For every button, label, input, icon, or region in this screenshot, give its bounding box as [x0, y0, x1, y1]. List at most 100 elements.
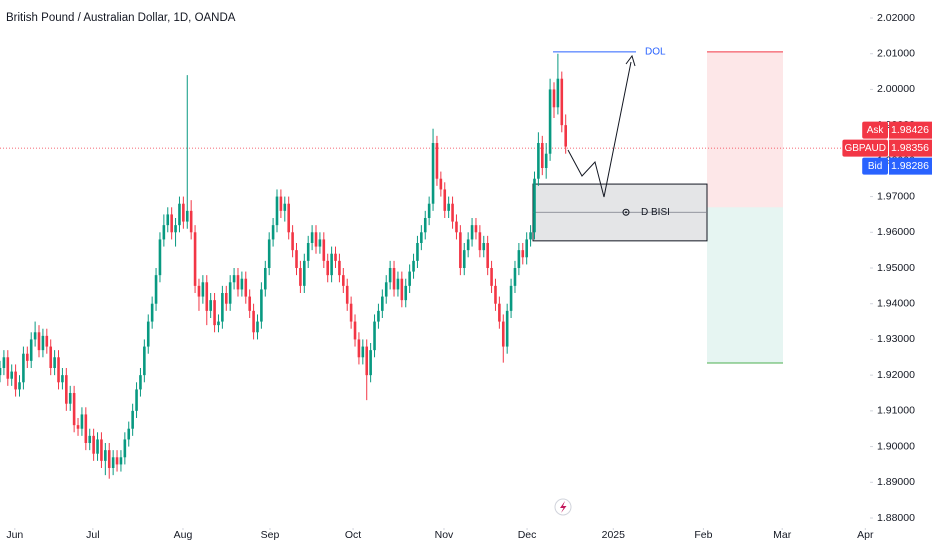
app-logo	[554, 498, 572, 516]
price-tag	[842, 139, 888, 157]
candle-body	[439, 178, 443, 190]
price-box	[889, 139, 932, 157]
price-value: 1.98426	[891, 124, 929, 136]
target-zone	[707, 207, 783, 363]
zone-marker-dot	[625, 211, 627, 214]
candle-body	[205, 282, 209, 311]
candle-body	[0, 368, 2, 376]
candle-body	[100, 439, 103, 461]
logo-bolt	[560, 501, 567, 513]
candle-body	[556, 78, 560, 108]
candle-body	[392, 268, 396, 290]
candle-body	[459, 232, 462, 268]
candle-body	[61, 375, 64, 383]
candle-body	[236, 275, 240, 290]
candle-body	[162, 225, 166, 240]
candle-body	[154, 275, 158, 304]
x-tick-label: Jun	[6, 529, 23, 541]
candle-body	[517, 250, 521, 268]
x-tick-label: Mar	[773, 529, 792, 541]
chart-title: British Pound / Australian Dollar, 1D, O…	[6, 12, 236, 24]
candle-body	[6, 357, 10, 379]
candle-body	[295, 250, 298, 268]
candle-body	[201, 282, 205, 297]
candle-body	[486, 243, 489, 268]
candle-body	[373, 321, 376, 351]
y-tick-label: 2.00000	[877, 83, 915, 95]
candle-body	[420, 232, 423, 243]
candle-body	[72, 393, 76, 426]
candle-body	[470, 225, 474, 240]
candle-body	[306, 243, 310, 261]
y-tick-label: 1.91000	[877, 405, 915, 417]
candle-body	[131, 410, 134, 429]
candle-body	[416, 243, 419, 261]
candle-body	[232, 275, 236, 283]
candle-body	[267, 239, 271, 268]
candle-body	[68, 393, 72, 404]
zone-label: D BISI	[641, 207, 670, 218]
x-tick-label: Apr	[857, 529, 874, 541]
x-tick-label: Feb	[694, 529, 712, 541]
candle-body	[509, 285, 513, 311]
candle-body	[139, 375, 142, 390]
candle-body	[412, 260, 415, 272]
candle-body	[342, 275, 345, 286]
candle-body	[498, 303, 501, 322]
candle-body	[185, 210, 189, 222]
x-tick-label: Nov	[435, 529, 454, 541]
stop-zone	[707, 51, 783, 208]
candle-body	[455, 221, 458, 233]
candle-body	[388, 268, 392, 283]
candle-body	[505, 310, 509, 347]
projection-arrow	[567, 61, 632, 198]
price-value: 1.98356	[891, 142, 929, 154]
candle-body	[224, 293, 228, 304]
y-tick-label: 1.90000	[877, 440, 915, 452]
price-tag	[862, 157, 888, 175]
candle-body	[107, 450, 111, 468]
candle-body	[283, 203, 287, 211]
candle-body	[377, 310, 380, 322]
price-tag-label: GBPAUD	[844, 143, 886, 154]
candle-body	[88, 435, 92, 443]
candle-body	[53, 357, 56, 368]
candle-body	[209, 300, 212, 311]
x-tick-label: 2025	[602, 529, 626, 541]
candle-body	[22, 353, 25, 383]
candle-body	[189, 210, 193, 233]
candle-body	[127, 428, 131, 440]
price-tag	[862, 121, 888, 139]
candle-body	[248, 296, 251, 311]
candle-body	[462, 250, 466, 268]
price-box	[889, 157, 932, 175]
candle-body	[314, 232, 318, 247]
y-tick-label: 1.96000	[877, 226, 915, 238]
candle-body	[537, 143, 540, 179]
candle-body	[423, 218, 427, 233]
candle-body	[228, 282, 232, 304]
candle-body	[279, 196, 283, 211]
candle-body	[275, 196, 279, 226]
candle-body	[45, 335, 49, 347]
candle-body	[564, 125, 567, 147]
candle-body	[322, 239, 326, 261]
y-tick-label: 1.93000	[877, 333, 915, 345]
candle-body	[451, 203, 454, 222]
candle-body	[369, 350, 372, 376]
candle-body	[552, 89, 556, 108]
x-tick-label: Sep	[261, 529, 280, 541]
candle-body	[80, 414, 84, 429]
candle-body	[26, 353, 29, 361]
candle-body	[400, 278, 404, 301]
candle-body	[544, 153, 548, 168]
price-tag-label: Ask	[867, 125, 885, 136]
y-tick-label: 1.95000	[877, 262, 915, 274]
price-tag-label: Bid	[868, 161, 882, 172]
candle-body	[178, 203, 181, 226]
candle-body	[365, 346, 369, 376]
candle-body	[540, 143, 544, 168]
candle-body	[353, 321, 357, 340]
candle-body	[256, 321, 259, 333]
